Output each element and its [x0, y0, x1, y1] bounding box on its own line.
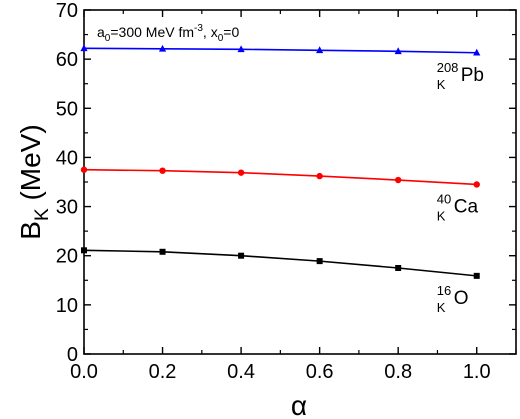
- x-tick-label: 0.4: [227, 361, 255, 383]
- y-axis-title: BK (MeV): [15, 124, 53, 239]
- series-line: [83, 168, 477, 186]
- data-point: [80, 166, 88, 173]
- y-tick-label: 40: [56, 147, 78, 169]
- data-point: [473, 181, 480, 188]
- y-tick-label: 50: [56, 98, 78, 120]
- data-point: [238, 252, 245, 259]
- y-tick-label: 30: [56, 197, 78, 219]
- data-point: [316, 258, 323, 265]
- axis-ticks: [83, 9, 517, 355]
- x-tick-label: 0.2: [149, 361, 177, 383]
- y-tick-label: 0: [67, 344, 78, 366]
- data-point: [237, 169, 245, 176]
- data-point: [81, 247, 87, 254]
- series-label: 16 K O: [437, 283, 469, 315]
- y-tick-label: 70: [56, 0, 78, 22]
- series-line: [83, 249, 477, 277]
- data-point: [159, 167, 166, 174]
- y-tick-label: 10: [56, 295, 78, 317]
- data-point: [316, 46, 324, 54]
- data-point: [394, 176, 402, 184]
- data-point: [395, 265, 402, 271]
- data-point: [473, 48, 481, 56]
- series-label: 40 K Ca: [437, 191, 479, 223]
- x-tick-label: 0.8: [384, 361, 412, 383]
- data-point: [237, 45, 245, 53]
- series-layer: [80, 44, 481, 279]
- y-tick-label: 20: [56, 246, 78, 268]
- y-tick-label: 60: [56, 49, 78, 71]
- data-point: [158, 44, 167, 52]
- labels-layer: 0.0 0.2 0.4 0.6 0.8 1.0 0 10 20 30 40 50 60 70 208 K Pb 4…: [56, 0, 491, 383]
- data-point: [80, 44, 88, 52]
- data-point: [473, 272, 480, 279]
- data-point: [159, 248, 166, 255]
- data-point: [394, 47, 402, 55]
- x-tick-label: 0.6: [306, 361, 334, 383]
- x-tick-label: 0.0: [70, 361, 98, 383]
- x-tick-label: 1.0: [463, 361, 491, 383]
- data-point: [316, 172, 323, 180]
- x-axis-title: α: [291, 390, 307, 419]
- series-label: 208 K Pb: [437, 60, 484, 92]
- series-line: [83, 47, 477, 54]
- parameter-annotation: a0=300 MeV fm-3, x0=0: [97, 23, 239, 44]
